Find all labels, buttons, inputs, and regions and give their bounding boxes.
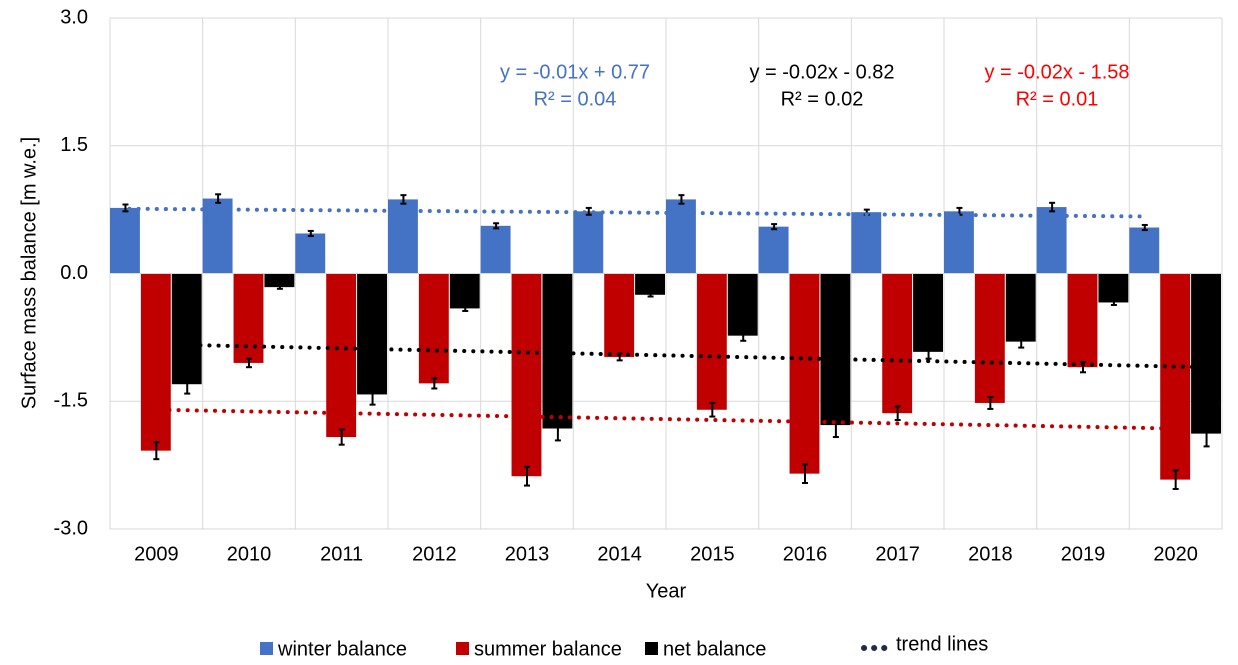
bar <box>882 273 913 414</box>
x-tick-label: 2017 <box>875 543 920 565</box>
trend-equation: y = -0.01x + 0.77 <box>500 61 650 83</box>
trend-equation: R² = 0.01 <box>1016 88 1099 110</box>
x-tick-label: 2018 <box>968 543 1013 565</box>
legend-label: winter balance <box>277 638 407 660</box>
bar <box>542 273 573 429</box>
bar <box>758 226 789 274</box>
bar <box>696 273 727 410</box>
x-tick-label: 2011 <box>320 543 363 565</box>
y-axis-title: Surface mass balance [m w.e.] <box>18 137 40 409</box>
bar <box>1098 273 1129 303</box>
trend-equation: y = -0.02x - 1.58 <box>984 61 1129 83</box>
x-tick-label: 2012 <box>412 543 457 565</box>
x-tick-label: 2010 <box>227 543 272 565</box>
bar <box>635 273 665 295</box>
x-tick-label: 2016 <box>783 543 828 565</box>
bar <box>511 273 542 477</box>
bar <box>820 273 851 426</box>
bar <box>789 273 820 474</box>
bar <box>727 273 758 336</box>
trend-line <box>189 343 1209 370</box>
y-tick-label: 3.0 <box>60 6 88 28</box>
bar <box>913 273 943 352</box>
legend-swatch <box>456 642 469 655</box>
bar <box>418 273 449 384</box>
trend-equation: R² = 0.04 <box>534 88 617 110</box>
bar <box>573 211 604 274</box>
bar <box>264 273 295 288</box>
x-tick-label: 2019 <box>1061 543 1106 565</box>
legend-label: summer balance <box>474 638 622 660</box>
bar <box>604 273 635 357</box>
bar <box>1005 273 1036 342</box>
bar <box>357 273 387 395</box>
x-tick-label: 2015 <box>690 543 735 565</box>
x-tick-label: 2014 <box>597 543 642 565</box>
y-tick-label: 1.5 <box>60 134 88 156</box>
trend-line <box>158 407 1178 431</box>
bar <box>295 233 326 274</box>
legend-label: net balance <box>663 638 766 660</box>
bar <box>480 225 511 274</box>
bar <box>233 273 264 363</box>
trend-equation: R² = 0.02 <box>781 88 864 110</box>
bar <box>202 198 233 274</box>
bar <box>1191 273 1221 434</box>
bar <box>944 211 974 274</box>
legend-label: trend lines <box>896 633 988 655</box>
bar <box>171 273 202 385</box>
trend-line <box>127 206 1147 219</box>
legend-swatch <box>645 642 658 655</box>
bar <box>1160 273 1191 480</box>
x-tick-label: 2020 <box>1153 543 1198 565</box>
bar <box>1036 207 1067 274</box>
bar <box>1067 273 1098 368</box>
x-tick-label: 2009 <box>134 543 179 565</box>
bar <box>974 273 1005 403</box>
y-tick-label: -1.5 <box>54 390 88 412</box>
x-axis-title: Year <box>646 580 687 602</box>
bar <box>1129 227 1160 274</box>
y-tick-label: -3.0 <box>54 517 88 539</box>
bar <box>666 199 696 274</box>
x-tick-label: 2013 <box>505 543 550 565</box>
legend-swatch <box>260 642 273 655</box>
bar <box>851 212 882 274</box>
trend-equation: y = -0.02x - 0.82 <box>749 61 894 83</box>
bar <box>449 273 480 309</box>
bar <box>140 273 171 451</box>
bar <box>110 207 140 274</box>
y-tick-label: 0.0 <box>60 262 88 284</box>
bar <box>326 273 357 438</box>
